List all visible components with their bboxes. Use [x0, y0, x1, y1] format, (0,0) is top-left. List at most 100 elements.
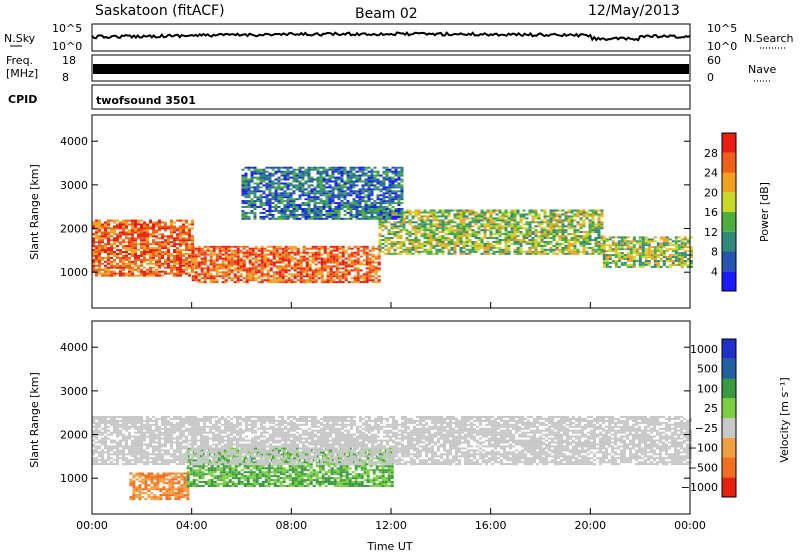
data-cell: [224, 247, 228, 250]
data-cell: [405, 252, 409, 255]
data-cell: [295, 172, 299, 175]
data-cell: [325, 213, 329, 216]
data-cell: [390, 227, 394, 230]
data-cell: [384, 225, 388, 228]
data-cell: [352, 174, 356, 177]
data-cell: [278, 267, 282, 270]
data-cell: [480, 213, 484, 216]
data-cell: [644, 236, 648, 239]
data-cell: [323, 251, 327, 254]
data-cell: [289, 188, 293, 191]
date-title: 12/May/2013: [588, 3, 680, 19]
data-cell: [253, 206, 257, 208]
data-cell: [331, 186, 335, 189]
data-cell: [391, 217, 395, 220]
data-cell: [215, 247, 219, 250]
data-cell: [531, 252, 535, 255]
data-cell: [340, 192, 344, 195]
data-cell: [284, 247, 288, 250]
data-cell: [611, 244, 615, 247]
data-cell: [152, 229, 155, 232]
data-cell: [274, 170, 278, 173]
data-cell: [325, 180, 329, 183]
data-cell: [195, 465, 199, 468]
data-cell: [104, 264, 107, 267]
data-cell: [376, 206, 380, 208]
data-cell: [314, 245, 318, 248]
data-cell: [186, 494, 190, 497]
data-cell: [338, 261, 342, 264]
data-cell: [486, 241, 490, 243]
data-cell: [182, 233, 185, 236]
data-cell: [298, 194, 302, 197]
data-cell: [298, 166, 302, 169]
data-cell: [155, 270, 158, 273]
data-cell: [307, 186, 311, 189]
data-cell: [623, 256, 627, 258]
data-cell: [405, 246, 409, 249]
data-cell: [501, 213, 505, 216]
data-cell: [379, 206, 383, 208]
data-cell: [286, 198, 290, 201]
data-cell: [384, 248, 388, 251]
data-cell: [561, 231, 565, 234]
data-cell: [298, 176, 302, 179]
data-cell: [236, 259, 240, 262]
data-cell: [644, 258, 648, 260]
data-cell: [277, 200, 281, 203]
data-cell: [283, 204, 287, 207]
data-cell: [334, 217, 338, 220]
data-cell: [483, 211, 487, 214]
data-cell: [290, 259, 294, 262]
data-cell: [435, 237, 439, 239]
data-cell: [140, 272, 143, 275]
data-cell: [140, 223, 143, 226]
data-cell: [247, 200, 251, 203]
data-cell: [356, 275, 360, 278]
data-cell: [191, 235, 194, 238]
data-cell: [343, 192, 347, 195]
data-cell: [373, 211, 377, 214]
data-cell: [138, 472, 142, 475]
data-cell: [186, 490, 190, 493]
data-cell: [144, 498, 148, 501]
data-cell: [298, 172, 302, 175]
data-cell: [147, 490, 151, 493]
data-cell: [459, 221, 463, 224]
data-cell: [525, 233, 529, 236]
data-cell: [441, 213, 445, 216]
data-cell: [364, 217, 368, 220]
colorbar-segment: [722, 133, 736, 153]
data-cell: [176, 251, 179, 253]
data-cell: [441, 241, 445, 243]
data-cell: [471, 219, 475, 222]
data-cell: [188, 253, 191, 255]
data-cell: [319, 166, 323, 169]
data-cell: [379, 208, 383, 210]
data-cell: [259, 196, 263, 199]
data-cell: [391, 202, 395, 205]
data-cell: [182, 260, 185, 263]
data-cell: [231, 469, 235, 472]
data-cell: [322, 217, 326, 220]
data-cell: [561, 225, 565, 228]
data-cell: [265, 166, 269, 169]
data-cell: [350, 261, 354, 264]
data-cell: [134, 264, 137, 267]
data-cell: [677, 254, 681, 257]
data-cell: [438, 231, 442, 234]
data-cell: [313, 192, 317, 195]
data-cell: [304, 192, 308, 195]
data-cell: [426, 223, 430, 226]
data-cell: [567, 209, 571, 212]
data-cell: [266, 245, 270, 248]
data-cell: [468, 252, 472, 255]
data-cell: [277, 206, 281, 208]
data-cell: [332, 247, 336, 250]
data-cell: [179, 241, 182, 244]
data-cell: [355, 200, 359, 203]
data-cell: [197, 245, 201, 248]
data-cell: [456, 223, 460, 226]
data-cell: [237, 477, 241, 480]
data-cell: [168, 478, 172, 481]
